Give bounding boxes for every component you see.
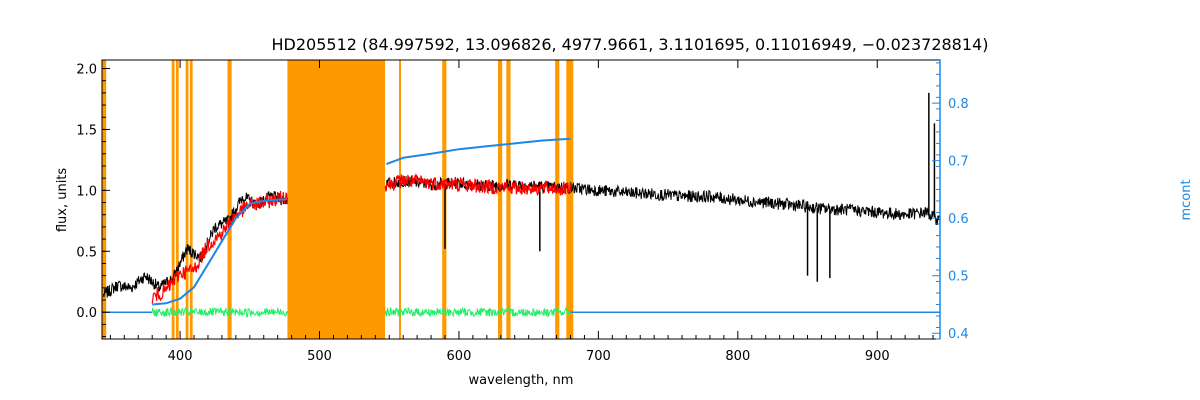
x-tick-label-700: 700 <box>586 349 611 364</box>
series-layer <box>102 92 941 319</box>
masked-region-5 <box>227 60 232 339</box>
y2-tick-label-1: 0.5 <box>948 270 969 285</box>
x-axis-title: wavelength, nm <box>469 373 574 388</box>
masked-region-1 <box>171 60 175 339</box>
series-residual <box>151 306 571 319</box>
masked-regions <box>102 60 574 339</box>
x-tick-label-900: 900 <box>865 349 890 364</box>
y2-tick-label-3: 0.7 <box>948 155 969 170</box>
axis-ticks: 400 500 600 700 800 900 0.0 0.5 1.0 1.5 2.0 0.4 0.5 0… <box>76 60 969 364</box>
x-tick-label-800: 800 <box>725 349 750 364</box>
masked-region-3 <box>185 60 189 339</box>
series-model-flux <box>151 173 572 304</box>
masked-region-9 <box>497 60 503 339</box>
masked-region-12 <box>566 60 574 339</box>
masked-region-7 <box>398 60 401 339</box>
masked-region-6 <box>287 60 386 339</box>
masked-region-10 <box>506 60 511 339</box>
y-tick-label-0: 0.0 <box>76 306 97 321</box>
y-tick-label-4: 2.0 <box>76 63 97 78</box>
y-axis-title: flux, units <box>55 168 70 233</box>
chart-title: HD205512 (84.997592, 13.096826, 4977.966… <box>272 35 989 54</box>
series-continuum <box>152 137 571 306</box>
x-tick-label-600: 600 <box>447 349 472 364</box>
y-tick-label-1: 0.5 <box>76 245 97 260</box>
masked-region-11 <box>555 60 560 339</box>
y-tick-label-2: 1.0 <box>76 184 97 199</box>
y2-tick-label-2: 0.6 <box>948 212 969 227</box>
x-tick-label-400: 400 <box>168 349 193 364</box>
x-tick-label-500: 500 <box>307 349 332 364</box>
masked-region-2 <box>175 60 179 339</box>
y2-axis-title: mcont <box>1179 179 1194 220</box>
masked-region-4 <box>189 60 193 339</box>
y-tick-label-3: 1.5 <box>76 123 97 138</box>
y2-tick-label-0: 0.4 <box>948 327 969 342</box>
masked-region-0 <box>102 60 107 339</box>
y2-tick-label-4: 0.8 <box>948 97 969 112</box>
